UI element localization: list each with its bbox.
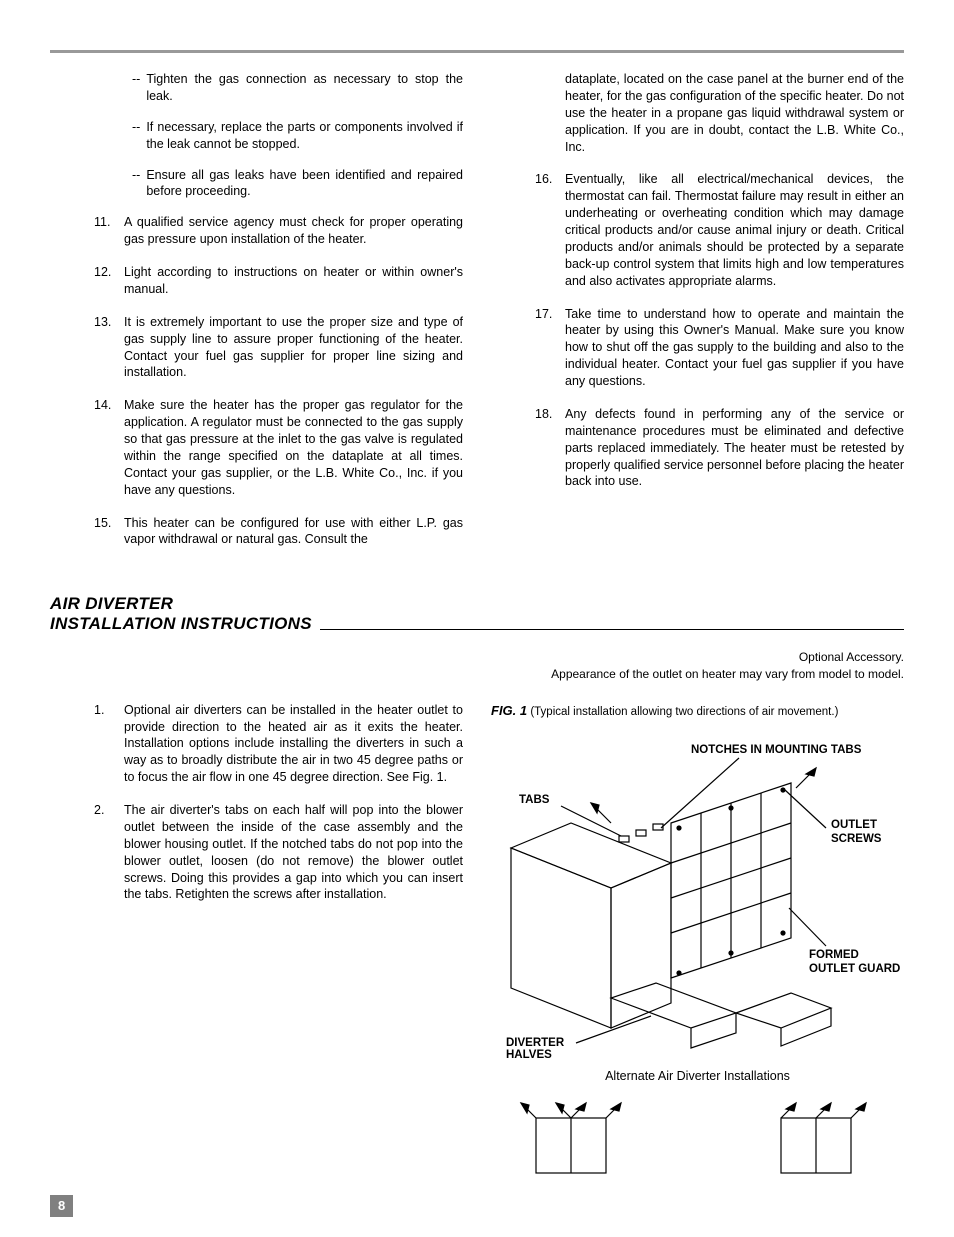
label-notches: NOTCHES IN MOUNTING TABS xyxy=(691,744,862,756)
svg-text:OUTLET: OUTLET xyxy=(831,819,877,831)
item-number: 18. xyxy=(535,406,565,490)
label-diverter-1: DIVERTER xyxy=(506,1037,565,1049)
list-item: 12.Light according to instructions on he… xyxy=(94,264,463,298)
item-text: Make sure the heater has the proper gas … xyxy=(124,397,463,498)
numbered-list-right: dataplate, located on the case panel at … xyxy=(491,71,904,490)
svg-text:OUTLET GUARD: OUTLET GUARD xyxy=(809,963,900,975)
sub-bullet: --Tighten the gas connection as necessar… xyxy=(132,71,463,105)
sub-bullet-list: --Tighten the gas connection as necessar… xyxy=(50,71,463,200)
item-text: The air diverter's tabs on each half wil… xyxy=(124,802,463,903)
section-title: AIR DIVERTER INSTALLATION INSTRUCTIONS xyxy=(50,594,312,633)
left-column: --Tighten the gas connection as necessar… xyxy=(50,71,463,564)
top-columns: --Tighten the gas connection as necessar… xyxy=(50,71,904,564)
list-item: 16.Eventually, like all electrical/mecha… xyxy=(535,171,904,289)
item-text: It is extremely important to use the pro… xyxy=(124,314,463,382)
main-diagram: NOTCHES IN MOUNTING TABS TABS OUTLET SCR… xyxy=(491,728,901,1058)
label-outlet-screws-1: OUTLET xyxy=(831,819,877,831)
dash-icon: -- xyxy=(132,119,140,153)
section-title-row: AIR DIVERTER INSTALLATION INSTRUCTIONS xyxy=(50,594,904,633)
top-rule xyxy=(50,50,904,53)
sub-bullet-text: Tighten the gas connection as necessary … xyxy=(146,71,463,105)
dash-icon: -- xyxy=(132,71,140,105)
label-outlet-screws-2: SCREWS xyxy=(831,833,882,845)
label-formed-2: OUTLET GUARD xyxy=(809,963,900,975)
label-formed-1: FORMED xyxy=(809,949,859,961)
list-item: 14.Make sure the heater has the proper g… xyxy=(94,397,463,498)
dash-icon: -- xyxy=(132,167,140,201)
item-number: 1. xyxy=(94,702,124,786)
list-item: 18.Any defects found in performing any o… xyxy=(535,406,904,490)
lower-left-column: 1.Optional air diverters can be installe… xyxy=(50,702,463,1183)
sub-bullet: --If necessary, replace the parts or com… xyxy=(132,119,463,153)
sub-bullet: --Ensure all gas leaks have been identif… xyxy=(132,167,463,201)
item-number: 14. xyxy=(94,397,124,498)
svg-text:DIVERTER: DIVERTER xyxy=(506,1037,565,1049)
section-title-line2: INSTALLATION INSTRUCTIONS xyxy=(50,614,312,634)
item-text: Eventually, like all electrical/mechanic… xyxy=(565,171,904,289)
section-title-line1: AIR DIVERTER xyxy=(50,594,312,614)
diverter-list: 1.Optional air diverters can be installe… xyxy=(50,702,463,904)
item-number: 15. xyxy=(94,515,124,549)
accessory-line1: Optional Accessory. xyxy=(50,649,904,665)
figure-label: FIG. 1 xyxy=(491,703,527,718)
item-text: Optional air diverters can be installed … xyxy=(124,702,463,786)
item-number: 2. xyxy=(94,802,124,903)
svg-text:FORMED: FORMED xyxy=(809,949,859,961)
right-column: dataplate, located on the case panel at … xyxy=(491,71,904,564)
label-tabs: TABS xyxy=(519,794,550,806)
item-number: 13. xyxy=(94,314,124,382)
accessory-note: Optional Accessory. Appearance of the ou… xyxy=(50,649,904,681)
sub-bullet-text: Ensure all gas leaks have been identifie… xyxy=(146,167,463,201)
item-text: dataplate, located on the case panel at … xyxy=(565,71,904,155)
svg-text:SCREWS: SCREWS xyxy=(831,833,882,845)
list-item: 13.It is extremely important to use the … xyxy=(94,314,463,382)
lower-columns: 1.Optional air diverters can be installe… xyxy=(50,702,904,1183)
alt-diagrams xyxy=(491,1093,901,1183)
list-item: 1.Optional air diverters can be installe… xyxy=(94,702,463,786)
page-number: 8 xyxy=(50,1195,73,1217)
item-text: A qualified service agency must check fo… xyxy=(124,214,463,248)
title-rule xyxy=(320,629,904,630)
label-diverter-2: HALVES xyxy=(506,1049,552,1058)
list-item: 2.The air diverter's tabs on each half w… xyxy=(94,802,463,903)
item-number: 16. xyxy=(535,171,565,289)
accessory-line2: Appearance of the outlet on heater may v… xyxy=(50,666,904,682)
item-text: Take time to understand how to operate a… xyxy=(565,306,904,390)
list-item: 15.This heater can be configured for use… xyxy=(94,515,463,549)
list-item: 11.A qualified service agency must check… xyxy=(94,214,463,248)
item-number: 12. xyxy=(94,264,124,298)
item-number: 17. xyxy=(535,306,565,390)
item-number: 11. xyxy=(94,214,124,248)
figure-caption: FIG. 1 (Typical installation allowing tw… xyxy=(491,702,904,721)
lower-right-column: FIG. 1 (Typical installation allowing tw… xyxy=(491,702,904,1183)
list-item: 17.Take time to understand how to operat… xyxy=(535,306,904,390)
item-text: This heater can be configured for use wi… xyxy=(124,515,463,549)
item-text: Light according to instructions on heate… xyxy=(124,264,463,298)
item-text: Any defects found in performing any of t… xyxy=(565,406,904,490)
continuation-text: dataplate, located on the case panel at … xyxy=(535,71,904,155)
numbered-list-left: 11.A qualified service agency must check… xyxy=(50,214,463,548)
sub-bullet-text: If necessary, replace the parts or compo… xyxy=(146,119,463,153)
alt-installations-caption: Alternate Air Diverter Installations xyxy=(491,1068,904,1085)
svg-text:HALVES: HALVES xyxy=(506,1049,552,1058)
figure-caption-text: (Typical installation allowing two direc… xyxy=(530,706,838,718)
